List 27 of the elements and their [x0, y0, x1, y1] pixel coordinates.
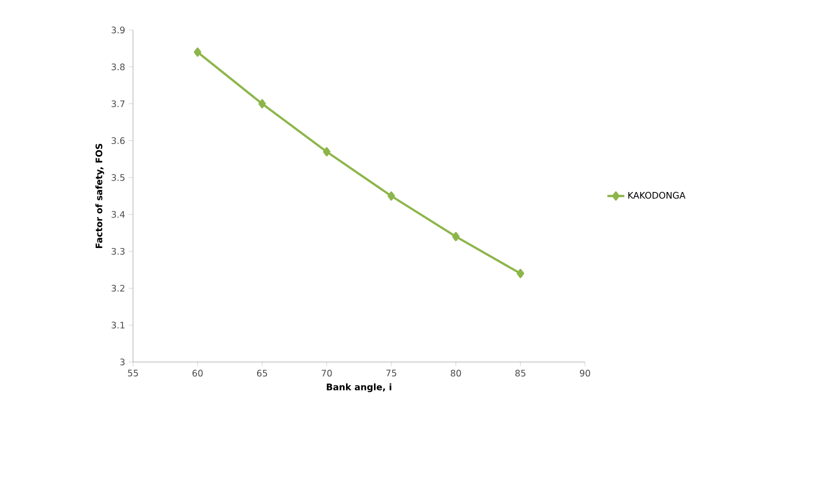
y-tick-label: 3.9 [112, 26, 125, 34]
y-tick-label: 3.4 [112, 211, 125, 218]
x-tick-label: 60 [192, 370, 203, 377]
y-tick-label: 3 [120, 358, 125, 366]
x-tick-label: 80 [450, 370, 461, 377]
x-tick-label: 65 [257, 370, 268, 377]
x-tick-label: 85 [515, 370, 526, 377]
point [323, 147, 330, 156]
x-tick-label: 55 [128, 370, 138, 376]
y-tick-label: 3.5 [112, 174, 124, 181]
point [388, 191, 395, 201]
y-tick-label: 3.6 [112, 137, 125, 144]
point [452, 232, 460, 242]
y-tick-label: 3.7 [112, 100, 124, 108]
point [516, 268, 524, 278]
x-axis-title: Bank angle, i [326, 383, 392, 392]
y-tick-label: 3.3 [112, 248, 125, 255]
x-tick-label: 70 [322, 370, 332, 377]
point [258, 99, 266, 108]
point [194, 48, 202, 57]
y-tick-label: 3.8 [112, 63, 125, 70]
x-tick-label: 75 [386, 370, 396, 376]
y-tick-label: 3.1 [112, 322, 124, 328]
y-tick-label: 3.2 [112, 284, 124, 292]
x-tick-label: 90 [580, 370, 590, 377]
legend-label: KAKODONGA [628, 192, 686, 199]
y-axis-title: Factor of safety, FOS [95, 144, 104, 248]
